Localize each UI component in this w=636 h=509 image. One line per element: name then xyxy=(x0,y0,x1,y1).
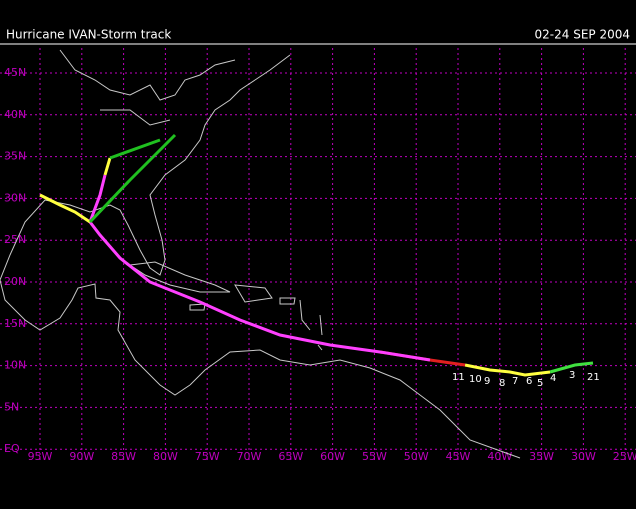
track-label: 9 xyxy=(484,376,490,387)
track-label: 5 xyxy=(537,378,543,389)
latitude-label: 10N xyxy=(4,359,26,372)
track-label: 10 xyxy=(469,374,482,385)
storm-track xyxy=(39,133,594,377)
track-label: 4 xyxy=(550,373,556,384)
track-segment xyxy=(88,174,431,362)
coastline xyxy=(0,279,191,396)
track-segment xyxy=(39,157,112,224)
latitude-label: 15N xyxy=(4,317,26,330)
track-segment xyxy=(549,361,594,374)
track-label: 7 xyxy=(512,376,518,387)
longitude-label: 70W xyxy=(237,450,262,463)
longitude-label: 95W xyxy=(28,450,53,463)
latitude-label: 40N xyxy=(4,108,26,121)
longitude-label: 75W xyxy=(195,450,220,463)
latitude-label: EQ xyxy=(4,442,20,455)
track-labels: 21 3 4 5 6 7 8 9 10 11 xyxy=(452,370,600,389)
track-label: 3 xyxy=(569,370,575,381)
coastline xyxy=(59,49,236,126)
latitude-label: 30N xyxy=(4,191,26,204)
coastline xyxy=(189,284,296,311)
bottom-strip xyxy=(0,466,636,509)
latitude-label: 25N xyxy=(4,233,26,246)
track-label: 11 xyxy=(452,372,465,383)
latitude-label: 35N xyxy=(4,150,26,163)
title: Hurricane IVAN-Storm track xyxy=(6,28,171,42)
longitude-label: 30W xyxy=(571,450,596,463)
latitude-label: 5N xyxy=(4,400,19,413)
longitude-label: 85W xyxy=(111,450,136,463)
longitude-label: 25W xyxy=(613,450,636,463)
longitude-label: 80W xyxy=(153,450,178,463)
longitude-label: 60W xyxy=(320,450,345,463)
graticule: 45N 40N 35N 30N 25N 20N 15N 10N 5N EQ 95W 90W 85W 80W… xyxy=(0,48,636,463)
latitude-label: 20N xyxy=(4,275,26,288)
latitude-label: 45N xyxy=(4,66,26,79)
date-range: 02-24 SEP 2004 xyxy=(535,28,630,42)
coastline xyxy=(189,349,521,459)
track-segment xyxy=(88,133,177,224)
track-label: 6 xyxy=(526,376,532,387)
coastlines xyxy=(0,49,521,459)
coastline xyxy=(299,299,323,351)
longitude-label: 90W xyxy=(69,450,94,463)
coastline xyxy=(128,261,231,293)
track-label: 8 xyxy=(499,378,505,389)
coastline xyxy=(0,54,291,281)
longitude-label: 35W xyxy=(529,450,554,463)
track-label: 21 xyxy=(587,372,600,383)
track-segment xyxy=(464,363,551,377)
longitude-label: 55W xyxy=(362,450,387,463)
longitude-label: 65W xyxy=(278,450,303,463)
longitude-label: 50W xyxy=(404,450,429,463)
longitude-label: 45W xyxy=(446,450,471,463)
longitude-label: 40W xyxy=(487,450,512,463)
